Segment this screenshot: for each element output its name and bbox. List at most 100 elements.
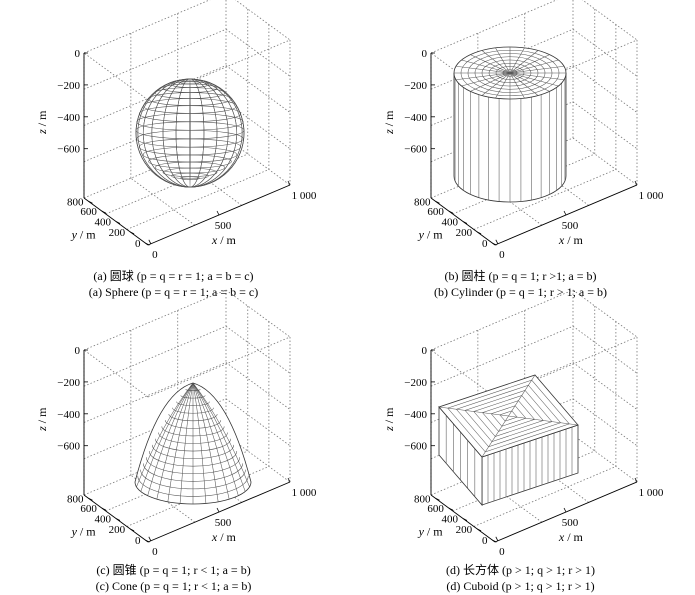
cone-generator: [136, 382, 194, 487]
cylinder-top-spoke: [509, 50, 539, 74]
caption-sphere-cn: (a) 圆球 (p = q = r = 1; a = b = c): [93, 269, 254, 283]
cylinder-top-spoke: [455, 72, 511, 81]
y-tick: [88, 200, 93, 204]
caption-sphere-en: (a) Sphere (p = q = r = 1; a = b = c): [88, 285, 259, 299]
sphere-latitude: [171, 172, 209, 180]
x-tick: [634, 477, 638, 483]
cuboid-top-ring: [490, 413, 503, 427]
y-tick-label: 400: [95, 217, 112, 229]
cone-generator: [192, 382, 246, 492]
z-tick-label: −400: [404, 112, 427, 124]
y-tick: [88, 497, 93, 501]
x-tick-label: 0: [152, 546, 158, 558]
cuboid-top-ring: [491, 405, 516, 415]
cylinder-top-spoke: [481, 50, 511, 74]
y-tick: [462, 221, 468, 224]
cone-generator: [147, 382, 194, 496]
y-tick: [476, 528, 482, 532]
y-tick-label: 400: [442, 217, 459, 229]
y-tick-label: 200: [456, 524, 473, 536]
z-tick-label: −200: [57, 377, 80, 389]
cylinder-top-spoke: [509, 72, 565, 81]
y-tick-label: 200: [109, 524, 126, 536]
x-tick-label: 0: [152, 249, 158, 261]
x-tick-label: 0: [499, 249, 505, 261]
caption-cone-en: (c) Cone (p = q = 1; r < 1; a = b): [95, 579, 252, 593]
box-edge: [83, 289, 227, 351]
caption-cone: (c) 圆锥 (p = q = 1; r < 1; a = b) (c) Con…: [0, 562, 347, 594]
cone-generator: [192, 382, 207, 504]
y-tick: [101, 507, 107, 511]
box-edge: [572, 289, 638, 338]
y-tick: [448, 507, 454, 511]
cuboid-top-ring: [447, 407, 486, 453]
z-tick-label: 0: [422, 48, 428, 60]
y-tick: [101, 210, 107, 214]
z-tick-label: −200: [404, 80, 427, 92]
cylinder-top-spoke: [509, 59, 559, 74]
cuboid-top-ring: [473, 395, 522, 412]
box-edge: [83, 0, 211, 54]
y-tick: [129, 231, 135, 235]
z-axis-label: z / m: [382, 407, 396, 432]
panel-cylinder: 0 −200 −400 −600 800 600 400 200 0 0 500 1 000 z / m…: [347, 0, 694, 300]
z-axis-label: z / m: [35, 110, 49, 135]
grid-line: [225, 65, 291, 113]
caption-cylinder-cn: (b) 圆柱 (p = q = 1; r >1; a = b): [444, 269, 597, 283]
y-axis-label: y / m: [418, 228, 444, 242]
grid-line: [225, 325, 291, 374]
z-tick-label: 0: [75, 345, 81, 357]
cone-generator: [140, 382, 194, 492]
grid-line: [477, 474, 543, 523]
cone-generator: [192, 382, 219, 502]
cuboid-top-ring: [528, 385, 561, 423]
z-tick-label: 0: [75, 48, 81, 60]
cylinder-top-spoke: [470, 72, 511, 92]
grid-line: [225, 398, 291, 447]
y-axis-label: y / m: [71, 525, 97, 539]
z-tick-label: −600: [57, 144, 80, 156]
cylinder-top-spoke: [455, 65, 511, 74]
grid-line: [572, 362, 638, 410]
sphere-latitude: [180, 176, 200, 180]
x-tick: [563, 507, 567, 513]
box-edge: [430, 349, 496, 398]
grid-line: [473, 169, 617, 230]
cylinder-top-spoke: [461, 59, 511, 74]
z-tick-label: −600: [404, 441, 427, 453]
cuboid-top-ring: [464, 410, 493, 442]
z-tick-label: −200: [404, 377, 427, 389]
box-edge: [572, 434, 638, 483]
y-tick-label: 800: [414, 196, 431, 208]
cuboid-top-ring: [495, 420, 544, 437]
x-tick: [495, 536, 499, 541]
x-tick-label: 1 000: [292, 190, 317, 202]
grid-line: [572, 28, 638, 77]
grid-line: [225, 362, 291, 410]
x-tick-label: 1 000: [639, 190, 664, 202]
grid-line: [225, 28, 291, 77]
y-tick-label: 400: [442, 514, 459, 526]
y-axis-label: y / m: [418, 525, 444, 539]
y-tick: [115, 518, 121, 521]
x-tick-label: 500: [215, 220, 232, 232]
grid-line: [572, 65, 638, 113]
caption-cylinder-en: (b) Cylinder (p = q = 1; r > 1; a = b): [433, 285, 608, 299]
grid-line: [130, 177, 196, 226]
y-tick-label: 600: [80, 503, 97, 515]
y-tick: [492, 539, 497, 543]
z-tick-label: −200: [57, 80, 80, 92]
cuboid-top-ring: [464, 390, 526, 411]
cuboid-top-ring: [521, 395, 544, 421]
caption-cylinder: (b) 圆柱 (p = q = 1; r >1; a = b) (b) Cyli…: [347, 268, 694, 300]
x-tick-label: 500: [562, 220, 579, 232]
box-edge: [572, 137, 638, 186]
cuboid-top-ring: [456, 409, 489, 447]
box-edge: [234, 0, 291, 41]
panel-sphere: 0 −200 −400 −600 800 600 400 200 0 0 500 1 000 z / m…: [0, 0, 347, 299]
y-tick: [462, 518, 468, 521]
x-tick: [148, 536, 152, 541]
